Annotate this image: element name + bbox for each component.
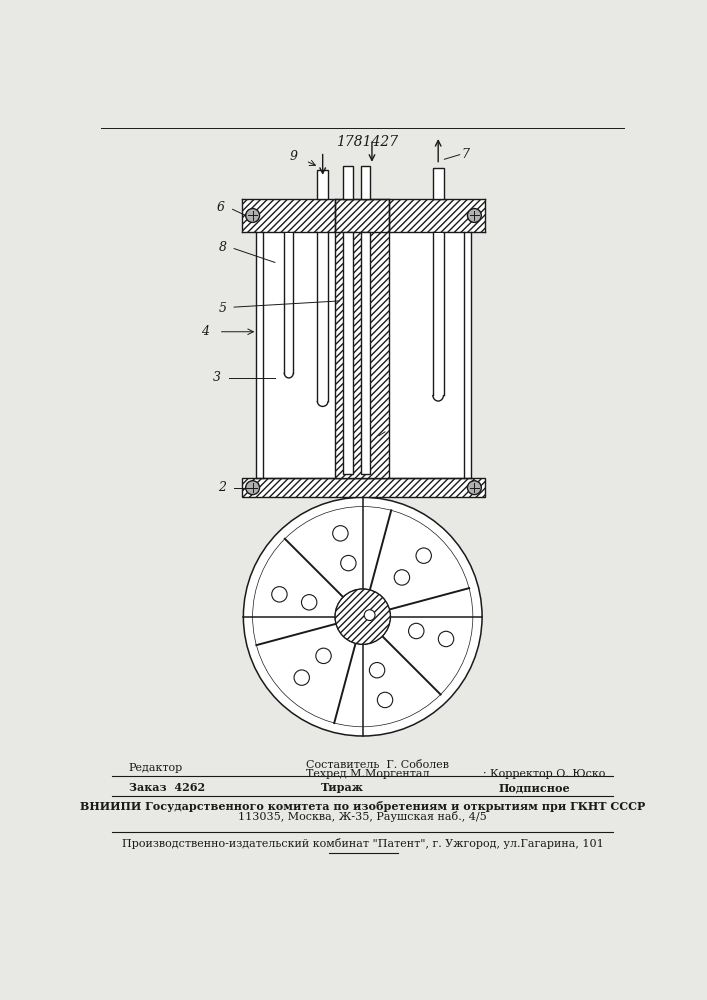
Bar (242, 199, 485, 232)
Text: Редактор: Редактор (129, 763, 183, 773)
Text: 113035, Москва, Ж-35, Раушская наб., 4/5: 113035, Москва, Ж-35, Раушская наб., 4/5 (238, 811, 487, 822)
Circle shape (316, 648, 331, 664)
Circle shape (246, 209, 259, 222)
Text: Производственно-издательский комбинат "Патент", г. Ужгород, ул.Гагарина, 101: Производственно-издательский комбинат "П… (122, 838, 604, 849)
Bar (344, 166, 353, 199)
Bar (242, 478, 485, 497)
Text: 9: 9 (290, 150, 298, 163)
Text: 7: 7 (461, 148, 469, 161)
Bar (335, 199, 389, 478)
Text: Техред М.Моргентал: Техред М.Моргентал (305, 769, 429, 779)
Bar (264, 232, 464, 478)
Text: 2: 2 (218, 481, 226, 494)
Circle shape (438, 631, 454, 647)
Text: 5: 5 (218, 302, 226, 315)
Text: Подписное: Подписное (498, 782, 570, 793)
Bar (344, 232, 353, 474)
Circle shape (467, 209, 481, 222)
Circle shape (301, 595, 317, 610)
Circle shape (416, 548, 431, 563)
Circle shape (369, 663, 385, 678)
Bar (433, 233, 443, 395)
Bar (361, 232, 370, 474)
Circle shape (294, 670, 310, 685)
Bar (285, 233, 293, 373)
Text: 1: 1 (382, 429, 391, 442)
Circle shape (467, 481, 481, 495)
Bar (242, 199, 335, 232)
Text: Составитель  Г. Соболев: Составитель Г. Соболев (305, 760, 449, 770)
Circle shape (271, 587, 287, 602)
Circle shape (335, 589, 390, 644)
Bar (256, 232, 264, 478)
Circle shape (409, 623, 424, 639)
Circle shape (395, 570, 409, 585)
Text: · Корректор О. Юско: · Корректор О. Юско (483, 769, 605, 779)
Text: 1781427: 1781427 (337, 135, 399, 149)
Text: 3: 3 (213, 371, 221, 384)
Text: 8: 8 (218, 241, 226, 254)
Text: Заказ  4262: Заказ 4262 (129, 782, 205, 793)
Circle shape (243, 497, 482, 736)
Text: 4: 4 (201, 325, 209, 338)
Bar (464, 232, 472, 478)
Circle shape (378, 692, 393, 708)
Circle shape (364, 610, 375, 620)
Circle shape (246, 481, 259, 495)
Bar (433, 168, 443, 199)
Text: ВНИИПИ Государственного комитета по изобретениям и открытиям при ГКНТ СССР: ВНИИПИ Государственного комитета по изоб… (80, 801, 645, 812)
Bar (361, 166, 370, 199)
Circle shape (341, 555, 356, 571)
Text: Тираж: Тираж (321, 782, 364, 793)
Text: 6: 6 (217, 201, 225, 214)
Bar (335, 199, 389, 478)
Bar (389, 199, 485, 232)
Bar (317, 170, 328, 199)
Bar (242, 478, 485, 497)
Circle shape (333, 526, 348, 541)
